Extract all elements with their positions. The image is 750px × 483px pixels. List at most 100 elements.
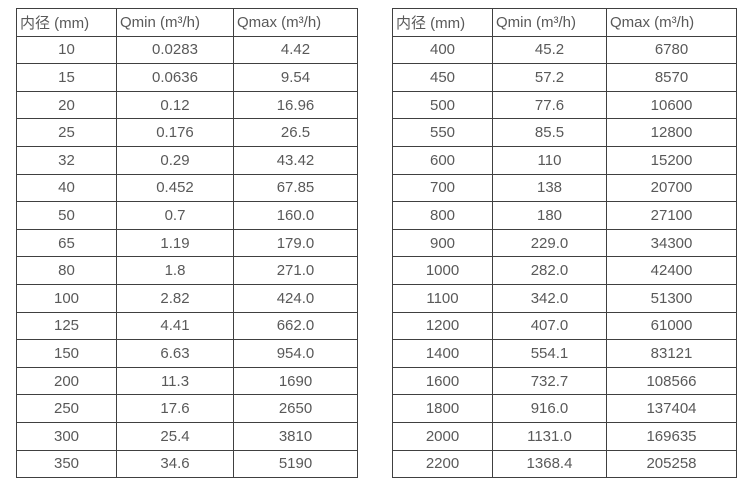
table-cell: 42400: [606, 256, 737, 285]
table-cell: 1000: [392, 256, 493, 285]
table-cell: 150: [16, 339, 117, 368]
table-row: 450 57.2 8570: [392, 63, 737, 92]
table-row: 2000 1131.0 169635: [392, 421, 737, 451]
table-cell: 12800: [606, 118, 737, 147]
table-cell: 662.0: [233, 311, 358, 341]
table-row: 600 110 15200: [392, 145, 737, 175]
table-cell: 85.5: [492, 118, 607, 147]
column-header: Qmin (m³/h): [492, 8, 607, 37]
table-cell: 250: [16, 394, 117, 423]
table-cell: 34.6: [116, 449, 234, 479]
table-cell: 271.0: [233, 256, 358, 285]
table-cell: 1100: [392, 283, 493, 313]
column-header: Qmin (m³/h): [116, 8, 234, 37]
table-cell: 180: [492, 201, 607, 230]
table-cell: 125: [16, 311, 117, 341]
table-cell: 2200: [392, 449, 493, 479]
table-row: 200 11.3 1690: [16, 366, 358, 396]
table-row: 2200 1368.4 205258: [392, 449, 737, 479]
table-cell: 10: [16, 35, 117, 65]
table-cell: 1200: [392, 311, 493, 341]
table-cell: 600: [392, 145, 493, 175]
table-cell: 450: [392, 63, 493, 92]
table-cell: 800: [392, 201, 493, 230]
table-cell: 43.42: [233, 145, 358, 175]
table-row: 25 0.176 26.5: [16, 118, 358, 147]
table-cell: 100: [16, 283, 117, 313]
table-cell: 169635: [606, 421, 737, 451]
table-cell: 900: [392, 228, 493, 258]
table-cell: 400: [392, 35, 493, 65]
table-cell: 4.42: [233, 35, 358, 65]
table-cell: 20: [16, 90, 117, 120]
table-cell: 200: [16, 366, 117, 396]
table-row: 32 0.29 43.42: [16, 145, 358, 175]
table-cell: 25: [16, 118, 117, 147]
table-row: 125 4.41 662.0: [16, 311, 358, 341]
table-cell: 550: [392, 118, 493, 147]
table-cell: 1600: [392, 366, 493, 396]
table-row: 80 1.8 271.0: [16, 256, 358, 285]
table-cell: 205258: [606, 449, 737, 479]
table-cell: 700: [392, 173, 493, 203]
table-cell: 32: [16, 145, 117, 175]
large-diameter-flow-table: 内径 (mm) Qmin (m³/h) Qmax (m³/h) 400 45.2 678…: [392, 8, 737, 479]
column-header: 内径 (mm): [392, 8, 493, 37]
table-cell: 34300: [606, 228, 737, 258]
table-cell: 179.0: [233, 228, 358, 258]
table-cell: 916.0: [492, 394, 607, 423]
table-cell: 5190: [233, 449, 358, 479]
table-cell: 2.82: [116, 283, 234, 313]
table-row: 400 45.2 6780: [392, 35, 737, 65]
table-cell: 16.96: [233, 90, 358, 120]
column-header: Qmax (m³/h): [233, 8, 358, 37]
table-cell: 20700: [606, 173, 737, 203]
table-cell: 15: [16, 63, 117, 92]
table-cell: 45.2: [492, 35, 607, 65]
table-row: 1000 282.0 42400: [392, 256, 737, 285]
table-cell: 50: [16, 201, 117, 230]
table-row: 1400 554.1 83121: [392, 339, 737, 368]
table-cell: 67.85: [233, 173, 358, 203]
table-row: 500 77.6 10600: [392, 90, 737, 120]
table-cell: 1.8: [116, 256, 234, 285]
table-row: 150 6.63 954.0: [16, 339, 358, 368]
table-row: 550 85.5 12800: [392, 118, 737, 147]
table-cell: 954.0: [233, 339, 358, 368]
table-cell: 51300: [606, 283, 737, 313]
table-cell: 40: [16, 173, 117, 203]
table-cell: 350: [16, 449, 117, 479]
table-cell: 15200: [606, 145, 737, 175]
table-cell: 17.6: [116, 394, 234, 423]
table-cell: 407.0: [492, 311, 607, 341]
table-row: 40 0.452 67.85: [16, 173, 358, 203]
table-row: 250 17.6 2650: [16, 394, 358, 423]
table-cell: 160.0: [233, 201, 358, 230]
small-diameter-flow-table: 内径 (mm) Qmin (m³/h) Qmax (m³/h) 10 0.0283 4.…: [16, 8, 358, 479]
table-cell: 83121: [606, 339, 737, 368]
table-cell: 732.7: [492, 366, 607, 396]
table-row: 1800 916.0 137404: [392, 394, 737, 423]
table-cell: 0.29: [116, 145, 234, 175]
table-cell: 0.12: [116, 90, 234, 120]
table-cell: 9.54: [233, 63, 358, 92]
table-cell: 4.41: [116, 311, 234, 341]
table-cell: 1.19: [116, 228, 234, 258]
table-cell: 229.0: [492, 228, 607, 258]
table-row: 900 229.0 34300: [392, 228, 737, 258]
table-cell: 61000: [606, 311, 737, 341]
table-cell: 6780: [606, 35, 737, 65]
column-header: Qmax (m³/h): [606, 8, 737, 37]
table-cell: 1131.0: [492, 421, 607, 451]
table-cell: 65: [16, 228, 117, 258]
table-row: 800 180 27100: [392, 201, 737, 230]
table-cell: 0.452: [116, 173, 234, 203]
table-cell: 1368.4: [492, 449, 607, 479]
table-row: 65 1.19 179.0: [16, 228, 358, 258]
table-cell: 8570: [606, 63, 737, 92]
table-row: 700 138 20700: [392, 173, 737, 203]
table-cell: 0.7: [116, 201, 234, 230]
table-row: 15 0.0636 9.54: [16, 63, 358, 92]
table-cell: 2650: [233, 394, 358, 423]
